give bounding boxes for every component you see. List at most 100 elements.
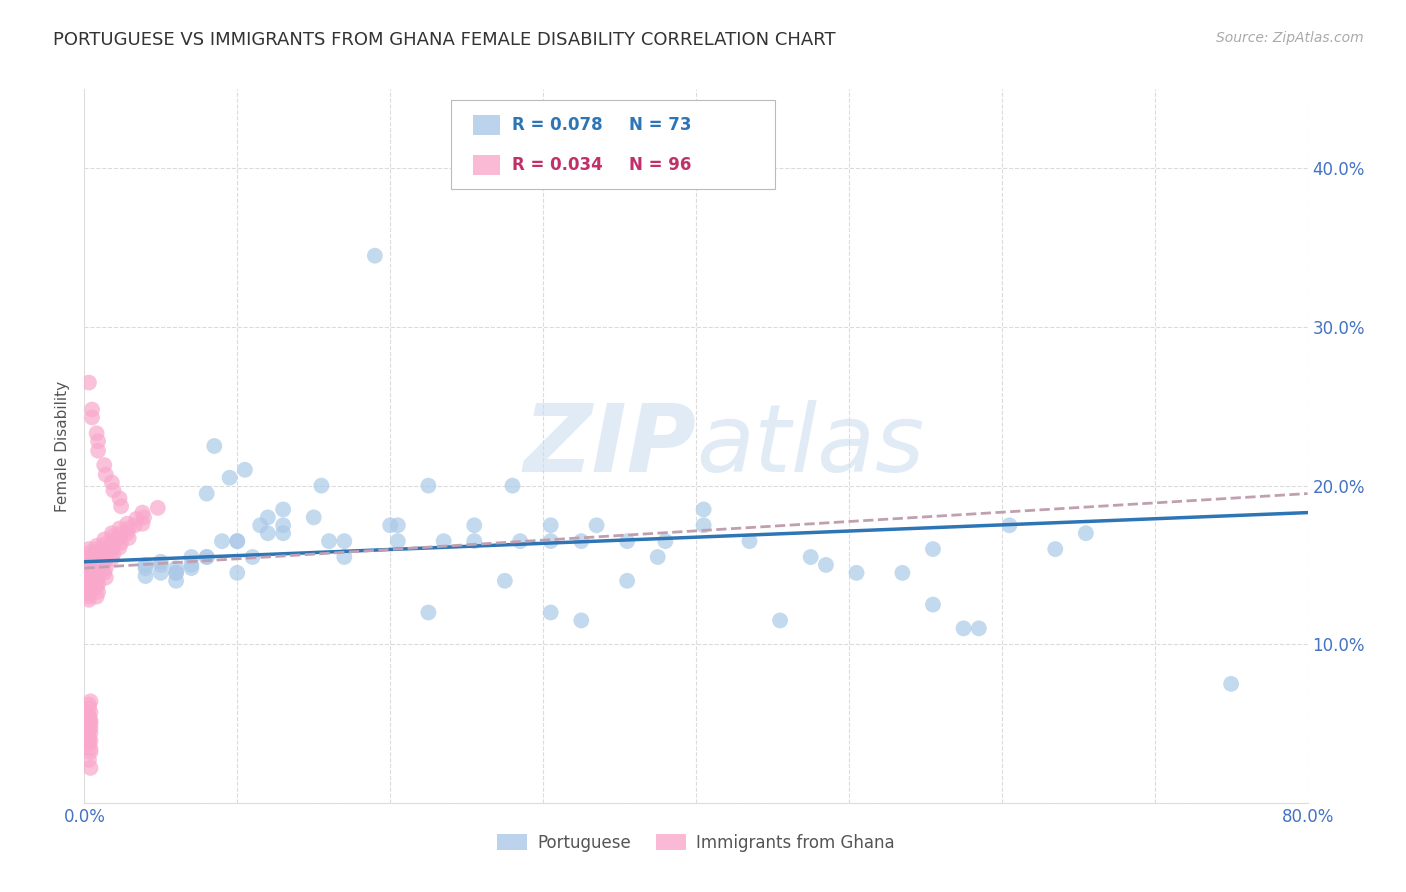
Point <box>585 518 607 533</box>
Point <box>93 557 115 571</box>
Point <box>101 534 124 549</box>
Point <box>271 518 294 533</box>
Point <box>616 534 638 549</box>
Point <box>318 534 340 549</box>
Point <box>922 542 945 557</box>
Text: R = 0.078: R = 0.078 <box>513 116 603 134</box>
Point <box>195 549 218 564</box>
Point <box>87 561 110 575</box>
Point <box>494 574 516 588</box>
Text: N = 96: N = 96 <box>628 156 692 174</box>
Point <box>540 534 562 549</box>
Point <box>131 506 153 520</box>
Point <box>87 443 110 458</box>
Point <box>387 534 409 549</box>
Point <box>463 518 485 533</box>
Point <box>79 714 101 728</box>
Point <box>86 580 108 594</box>
Point <box>77 574 100 588</box>
Point <box>108 521 131 535</box>
Point <box>115 526 138 541</box>
Point <box>94 467 117 482</box>
Point <box>79 694 101 708</box>
Point <box>87 545 110 559</box>
Point <box>569 534 592 549</box>
Point <box>502 478 524 492</box>
Point <box>77 585 100 599</box>
Bar <box>474 115 501 135</box>
Point <box>814 558 837 572</box>
Point <box>333 534 356 549</box>
Point <box>79 706 101 720</box>
Point <box>226 534 249 549</box>
Point <box>195 486 218 500</box>
Point <box>77 558 100 572</box>
Text: atlas: atlas <box>696 401 924 491</box>
Point <box>125 512 148 526</box>
Point <box>738 534 761 549</box>
Point <box>86 566 108 580</box>
Point <box>86 426 108 441</box>
Point <box>180 549 202 564</box>
Point <box>118 531 141 545</box>
Point <box>110 526 132 541</box>
Point <box>233 463 256 477</box>
Point <box>242 549 264 564</box>
Point <box>149 566 172 580</box>
Point <box>616 574 638 588</box>
Point <box>257 526 280 541</box>
Point <box>165 561 187 575</box>
Point <box>692 502 714 516</box>
Text: ZIP: ZIP <box>523 400 696 492</box>
Point <box>103 529 125 543</box>
Point <box>226 534 249 549</box>
Point <box>540 606 562 620</box>
Legend: Portuguese, Immigrants from Ghana: Portuguese, Immigrants from Ghana <box>491 828 901 859</box>
Point <box>77 376 100 390</box>
Point <box>79 577 101 591</box>
Point <box>101 542 124 557</box>
Point <box>79 721 101 735</box>
Point <box>77 710 100 724</box>
Bar <box>474 155 501 175</box>
Point <box>77 578 100 592</box>
Point <box>418 606 440 620</box>
Point <box>218 471 240 485</box>
Point <box>79 734 101 748</box>
Point <box>118 521 141 535</box>
Point <box>94 542 117 557</box>
Point <box>226 566 249 580</box>
Point <box>103 483 125 498</box>
Point <box>79 742 101 756</box>
Point <box>94 551 117 566</box>
Point <box>80 410 103 425</box>
Point <box>195 549 218 564</box>
Text: PORTUGUESE VS IMMIGRANTS FROM GHANA FEMALE DISABILITY CORRELATION CHART: PORTUGUESE VS IMMIGRANTS FROM GHANA FEMA… <box>53 31 837 49</box>
Point <box>79 545 101 559</box>
Point <box>165 566 187 580</box>
Point <box>1074 526 1097 541</box>
Point <box>93 533 115 547</box>
Point <box>93 547 115 561</box>
Point <box>569 614 592 628</box>
Point <box>77 710 100 724</box>
Point <box>165 574 187 588</box>
Point <box>77 732 100 747</box>
Point <box>77 716 100 731</box>
Point <box>108 541 131 555</box>
Point <box>86 574 108 588</box>
Point <box>380 518 402 533</box>
Point <box>108 531 131 545</box>
Point <box>87 434 110 449</box>
Y-axis label: Female Disability: Female Disability <box>55 380 70 512</box>
Point <box>101 526 124 541</box>
Point <box>77 737 100 751</box>
Point <box>77 586 100 600</box>
Point <box>94 561 117 575</box>
Point <box>79 561 101 575</box>
Point <box>131 516 153 531</box>
Point <box>540 518 562 533</box>
Point <box>79 582 101 596</box>
Point <box>77 569 100 583</box>
Point <box>149 558 172 572</box>
